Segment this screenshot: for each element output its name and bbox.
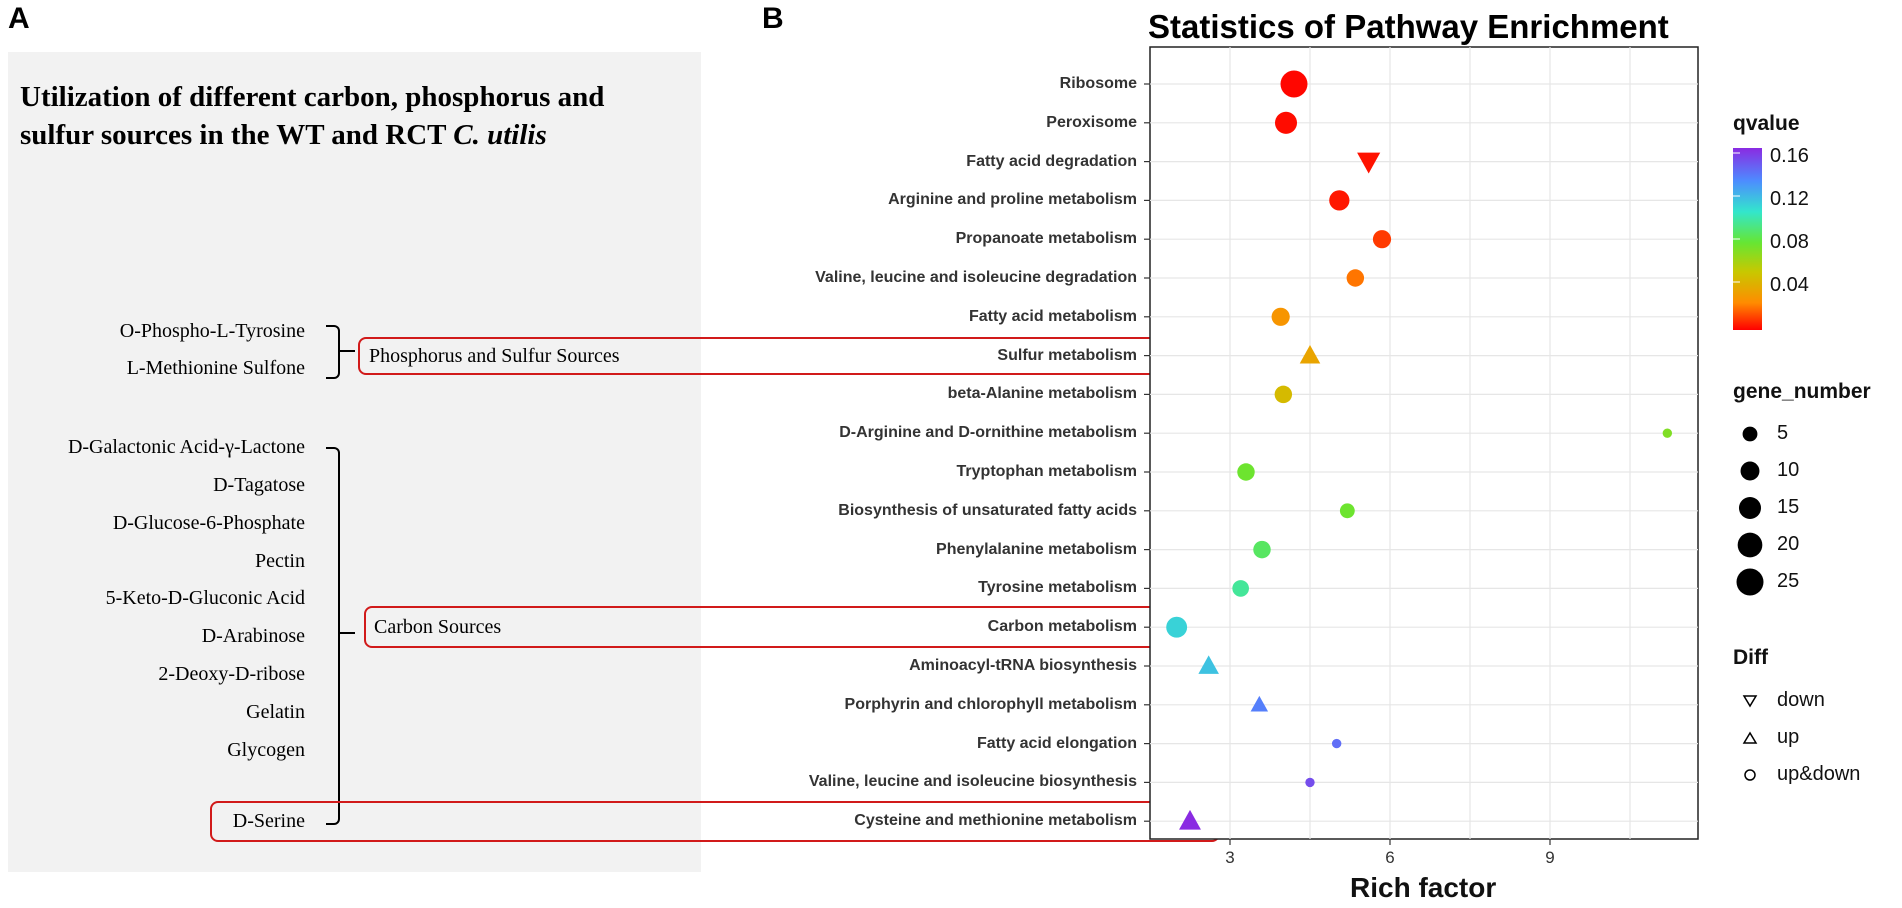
panel-a-background: Utilization of different carbon, phospho…: [8, 52, 701, 872]
data-point-up-and-down: [1346, 269, 1365, 287]
legend-gene-number-title: gene_number: [1733, 380, 1871, 403]
y-axis-label: Arginine and proline metabolism: [888, 191, 1137, 209]
legend-qvalue-tick: 0.08: [1770, 231, 1809, 253]
legend-diff-item: down: [1777, 689, 1825, 711]
data-point-up: [1250, 695, 1269, 712]
bracket-group2-tip: [339, 632, 355, 634]
y-axis-label: Carbon metabolism: [987, 618, 1137, 636]
y-axis-label: Sulfur metabolism: [997, 346, 1137, 364]
legend-qvalue-tick: 0.04: [1770, 274, 1809, 296]
chart-title: Statistics of Pathway Enrichment: [1148, 8, 1669, 45]
y-axis-label: Fatty acid elongation: [976, 734, 1137, 752]
source-item: L-Methionine Sulfone: [126, 357, 305, 379]
panel-a-letter: A: [8, 2, 30, 35]
panel-a-title-species: C. utilis: [453, 119, 547, 151]
source-item: 5-Keto-D-Gluconic Acid: [105, 587, 305, 609]
source-item: Glycogen: [227, 739, 305, 761]
legend-size-marker: [1742, 426, 1758, 442]
data-point-up-and-down: [1237, 463, 1255, 481]
legend-size-marker: [1737, 532, 1763, 558]
y-axis-label: Cysteine and methionine metabolism: [854, 812, 1137, 830]
legend-gene-number-value: 5: [1777, 422, 1789, 444]
legend-diff-item: up: [1777, 726, 1800, 748]
y-axis-label: Biosynthesis of unsaturated fatty acids: [838, 501, 1137, 519]
y-axis-label: Valine, leucine and isoleucine biosynthe…: [808, 773, 1137, 791]
y-axis-label: Ribosome: [1059, 75, 1137, 92]
data-point-up: [1198, 655, 1219, 674]
data-point-up-and-down: [1232, 580, 1249, 597]
group1-label: Phosphorus and Sulfur Sources: [369, 345, 620, 367]
legend-diff-item: up&down: [1777, 763, 1861, 785]
panel-a-title-line1: Utilization of different carbon, phospho…: [20, 81, 605, 113]
x-axis-title: Rich factor: [1350, 872, 1497, 903]
source-item: D-Tagatose: [213, 474, 305, 496]
legend-size-marker: [1736, 568, 1764, 596]
grid: [1150, 47, 1698, 839]
data-point-up-and-down: [1274, 111, 1298, 134]
data-point-up-and-down: [1305, 777, 1315, 788]
legend-gene-number-value: 15: [1777, 496, 1800, 518]
y-axis-label: Tryptophan metabolism: [956, 463, 1137, 480]
legend-up-and-down-marker: [1744, 769, 1756, 781]
source-item: D-Galactonic Acid-γ-Lactone: [67, 436, 305, 458]
y-axis-label: Phenylalanine metabolism: [936, 540, 1137, 558]
data-point-up-and-down: [1271, 307, 1290, 326]
data-point-up-and-down: [1331, 738, 1342, 749]
source-item: O-Phospho-L-Tyrosine: [119, 320, 305, 342]
data-point-up: [1179, 809, 1201, 830]
source-item: D-Glucose-6-Phosphate: [112, 512, 305, 534]
data-point-up-and-down: [1280, 70, 1308, 98]
legend-up-marker: [1742, 731, 1758, 744]
x-tick-label: 9: [1545, 848, 1555, 867]
legend-qvalue-tick: 0.12: [1770, 188, 1809, 210]
data-point-down: [1357, 152, 1381, 174]
source-item: Pectin: [255, 550, 305, 572]
data-point-up: [1299, 345, 1321, 364]
data-point-up-and-down: [1274, 385, 1293, 404]
legend-qvalue-tick: 0.16: [1770, 145, 1809, 167]
x-tick-label: 3: [1225, 848, 1235, 867]
data-point-up-and-down: [1339, 503, 1355, 519]
group2-label: Carbon Sources: [374, 616, 502, 638]
y-axis-label: Fatty acid degradation: [966, 152, 1137, 170]
plot-panel: [1149, 46, 1699, 840]
bracket-group2: [326, 447, 340, 825]
panel-a-title-line2: sulfur sources in the WT and RCT: [20, 119, 454, 151]
bracket-group1-tip: [339, 350, 355, 352]
data-points: [1166, 70, 1673, 830]
legend-gene-number-value: 25: [1777, 570, 1800, 592]
axis-ticks: [1144, 83, 1551, 845]
legend-qvalue-title: qvalue: [1733, 112, 1800, 135]
bracket-group1: [326, 325, 340, 379]
legend-size-marker: [1738, 496, 1762, 520]
legend-down-marker: [1742, 695, 1758, 708]
panel-b-letter: B: [762, 2, 784, 35]
y-axis-label: beta-Alanine metabolism: [947, 385, 1137, 403]
data-point-up-and-down: [1372, 230, 1392, 249]
y-axis-label: Porphyrin and chlorophyll metabolism: [844, 695, 1137, 713]
panel-a-title: Utilization of different carbon, phospho…: [20, 78, 720, 154]
x-tick-label: 6: [1385, 848, 1395, 867]
legend-marks: [1733, 152, 1764, 781]
y-axis-label: Aminoacyl-tRNA biosynthesis: [909, 657, 1137, 674]
data-point-up-and-down: [1166, 616, 1188, 638]
data-point-up-and-down: [1329, 190, 1350, 211]
data-point-up-and-down: [1662, 428, 1673, 438]
legend-size-marker: [1740, 461, 1760, 481]
data-point-up-and-down: [1253, 540, 1271, 559]
y-axis-label: Fatty acid metabolism: [968, 307, 1137, 325]
source-item: 2-Deoxy-D-ribose: [158, 663, 305, 685]
legend-gene-number-value: 10: [1777, 459, 1800, 481]
y-axis-label: D-Arginine and D-ornithine metabolism: [839, 424, 1137, 442]
legend-gene-number-value: 20: [1777, 533, 1800, 555]
y-axis-label: Peroxisome: [1046, 113, 1137, 131]
y-axis-label: Tyrosine metabolism: [978, 579, 1137, 597]
source-item: D-Arabinose: [201, 625, 305, 647]
y-axis-label: Valine, leucine and isoleucine degradati…: [815, 269, 1137, 286]
source-item: D-Serine: [232, 810, 305, 832]
source-item: Gelatin: [246, 701, 305, 723]
legend-diff-title: Diff: [1733, 646, 1768, 669]
y-axis-label: Propanoate metabolism: [955, 230, 1137, 248]
